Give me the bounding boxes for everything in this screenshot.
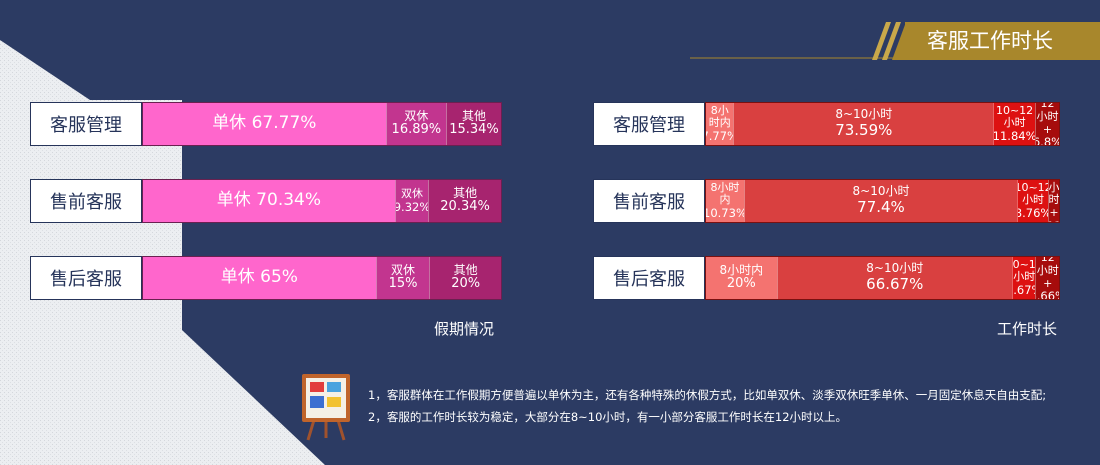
segment-name: 其他 bbox=[462, 108, 487, 123]
workhours-chart-caption: 工作时长 bbox=[997, 320, 1058, 338]
note-2: 2，客服的工作时长较为稳定，大部分在8~10小时，有一小部分客服工作时长在12小… bbox=[368, 410, 848, 424]
bar-segment-3: 其他 20% bbox=[429, 257, 501, 299]
segment-name: 8小时内 bbox=[708, 103, 731, 130]
bar-segment-1: 单休 67.77% bbox=[143, 103, 386, 145]
bar-segment-3: 其他 15.34% bbox=[446, 103, 501, 145]
segment-value: 15.34% bbox=[449, 122, 499, 138]
segment-label: 单休 65% bbox=[220, 267, 298, 288]
bar-segment-3: 10~12小时6.67% bbox=[1011, 257, 1036, 299]
vacation-row-2: 售后客服 单休 65% 双休 15% 其他 20% bbox=[30, 256, 502, 300]
bar-segment-4: 12小时+6.8% bbox=[1034, 103, 1059, 145]
bar-segment-1: 单休 65% bbox=[143, 257, 376, 299]
segment-name: 10~12小时 bbox=[1012, 257, 1036, 284]
stacked-bar: 单休 67.77% 双休 16.89% 其他 15.34% bbox=[142, 102, 502, 146]
segment-name: 12小时+ bbox=[1048, 180, 1059, 220]
segment-name: 10~12小时 bbox=[995, 103, 1034, 130]
segment-label: 单休 67.77% bbox=[212, 113, 317, 134]
bar-segment-2: 8~10小时 77.4% bbox=[743, 180, 1018, 222]
notes: 1，客服群体在工作假期方便普遍以单休为主，还有各种特殊的休假方式，比如单双休、淡… bbox=[368, 384, 1046, 428]
segment-name: 其他 bbox=[453, 185, 478, 200]
bar-segment-1: 单休 70.34% bbox=[143, 180, 395, 222]
segment-value: 6.8% bbox=[1036, 135, 1059, 145]
stacked-bar: 8小时内10.73%8~10小时77.4%10~12小时8.76%12小时+3.… bbox=[705, 179, 1060, 223]
row-label: 售后客服 bbox=[30, 256, 142, 300]
segment-name: 8~10小时 bbox=[866, 261, 924, 276]
segment-value: 20% bbox=[726, 276, 756, 292]
bar-segment-3: 10~12小时8.76% bbox=[1017, 180, 1049, 222]
row-label: 客服管理 bbox=[593, 102, 705, 146]
workhours-row-0: 客服管理 8小时内7.77%8~10小时73.59%10~12小时11.84%1… bbox=[593, 102, 1060, 146]
row-label: 售前客服 bbox=[30, 179, 142, 223]
workhours-row-1: 售前客服 8小时内10.73%8~10小时77.4%10~12小时8.76%12… bbox=[593, 179, 1060, 223]
segment-label: 单休 70.34% bbox=[216, 190, 322, 211]
note-1: 1，客服群体在工作假期方便普遍以单休为主，还有各种特殊的休假方式，比如单双休、淡… bbox=[368, 388, 1047, 402]
stacked-bar: 8小时内7.77%8~10小时73.59%10~12小时11.84%12小时+6… bbox=[705, 102, 1060, 146]
vacation-chart-caption: 假期情况 bbox=[434, 320, 495, 338]
segment-name: 8~10小时 bbox=[835, 107, 893, 122]
bar-segment-2: 8~10小时 66.67% bbox=[776, 257, 1012, 299]
vacation-row-1: 售前客服 单休 70.34% 双休 9.32% 其他 20.34% bbox=[30, 179, 502, 223]
bar-segment-2: 双休 16.89% bbox=[385, 103, 447, 145]
bar-segment-4: 12小时+3.11% bbox=[1048, 180, 1059, 222]
segment-value: 7.77% bbox=[706, 129, 733, 144]
bar-segment-3: 其他 20.34% bbox=[428, 180, 501, 222]
segment-name: 12小时+ bbox=[1036, 257, 1059, 290]
segment-value: 15% bbox=[388, 276, 418, 292]
bar-segment-2: 双休 15% bbox=[375, 257, 430, 299]
segment-value: 73.59% bbox=[835, 121, 893, 140]
bar-segment-2: 双休 9.32% bbox=[394, 180, 429, 222]
segment-name: 8小时内 bbox=[719, 262, 764, 277]
bar-segment-2: 8~10小时 73.59% bbox=[733, 103, 994, 145]
segment-name: 12小时+ bbox=[1036, 103, 1059, 136]
segment-name: 其他 bbox=[453, 262, 478, 277]
segment-name: 10~12小时 bbox=[1018, 180, 1048, 207]
workhours-row-2: 售后客服 8小时内20%8~10小时66.67%10~12小时6.67%12小时… bbox=[593, 256, 1060, 300]
segment-value: 6.67% bbox=[1013, 283, 1036, 298]
segment-name: 双休 bbox=[391, 262, 416, 277]
segment-value: 8.76% bbox=[1018, 206, 1048, 221]
segment-value: 6.66% bbox=[1036, 289, 1059, 299]
bar-segment-1: 8小时内 20% bbox=[706, 257, 777, 299]
page-title: 客服工作时长 bbox=[905, 22, 1100, 60]
row-label: 售前客服 bbox=[593, 179, 705, 223]
segment-value: 10.73% bbox=[706, 206, 744, 221]
segment-name: 8~10小时 bbox=[852, 184, 910, 199]
segment-value: 66.67% bbox=[866, 275, 924, 294]
segment-name: 双休 bbox=[404, 108, 429, 123]
row-label: 售后客服 bbox=[593, 256, 705, 300]
vacation-row-0: 客服管理 单休 67.77% 双休 16.89% 其他 15.34% bbox=[30, 102, 502, 146]
bar-segment-1: 8小时内7.77% bbox=[706, 103, 734, 145]
stacked-bar: 单休 70.34% 双休 9.32% 其他 20.34% bbox=[142, 179, 502, 223]
bar-segment-3: 10~12小时 11.84% bbox=[993, 103, 1035, 145]
segment-value: 3.11% bbox=[1049, 219, 1059, 222]
segment-value: 20% bbox=[451, 276, 481, 292]
stacked-bar: 单休 65% 双休 15% 其他 20% bbox=[142, 256, 502, 300]
segment-value: 20.34% bbox=[440, 199, 490, 215]
segment-value: 16.89% bbox=[391, 122, 442, 138]
row-label: 客服管理 bbox=[30, 102, 142, 146]
segment-value: 9.32% bbox=[394, 199, 429, 214]
segment-name: 双休 bbox=[400, 187, 423, 201]
segment-name: 8小时内 bbox=[710, 180, 740, 207]
easel-board-icon bbox=[302, 374, 350, 441]
segment-value: 11.84% bbox=[993, 129, 1035, 144]
bar-segment-4: 12小时+6.66% bbox=[1035, 257, 1059, 299]
segment-value: 77.4% bbox=[857, 198, 905, 217]
stacked-bar: 8小时内20%8~10小时66.67%10~12小时6.67%12小时+6.66… bbox=[705, 256, 1060, 300]
